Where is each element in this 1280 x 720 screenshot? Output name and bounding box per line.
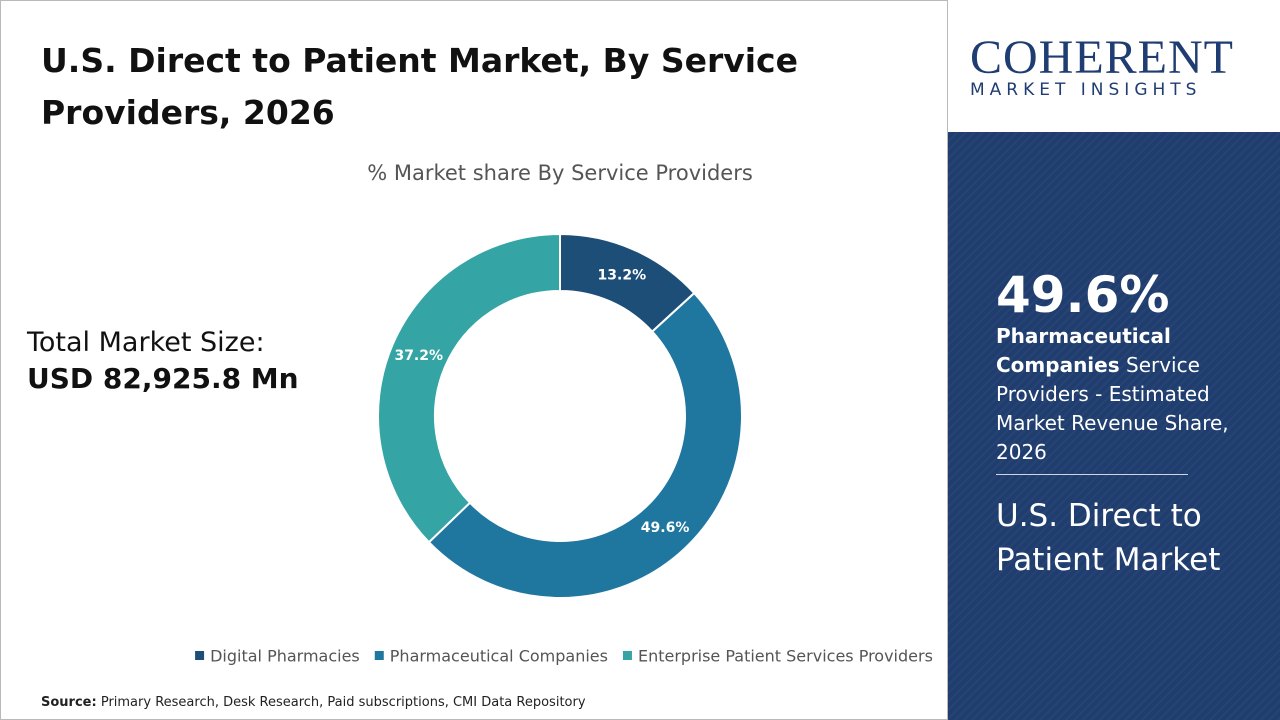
- legend-swatch: [374, 651, 384, 660]
- legend-swatch: [622, 651, 632, 660]
- highlight-bold: Pharmaceutical Companies: [996, 324, 1171, 377]
- legend-label: Enterprise Patient Services Providers: [638, 647, 933, 666]
- market-name: U.S. Direct to Patient Market: [996, 498, 1221, 578]
- highlight-value: 49.6%: [996, 266, 1170, 324]
- sidebar: 49.6% Pharmaceutical Companies Service P…: [948, 132, 1280, 720]
- chart-title: % Market share By Service Providers: [367, 161, 753, 185]
- total-value: USD 82,925.8 Mn: [27, 362, 299, 395]
- source-label: Source:: [41, 695, 97, 710]
- highlight-desc: Service Providers - Estimated Market Rev…: [996, 353, 1229, 464]
- donut-slice: [427, 291, 743, 599]
- page-title: U.S. Direct to Patient Market, By Servic…: [41, 41, 799, 132]
- total-label: Total Market Size:: [27, 327, 265, 358]
- source: Source: Primary Research, Desk Research,…: [41, 695, 586, 710]
- data-label: 37.2%: [394, 348, 443, 364]
- logo-name: COHERENT: [970, 31, 1234, 84]
- donut-slice: [377, 232, 561, 544]
- data-label: 13.2%: [598, 268, 647, 284]
- source-text: Primary Research, Desk Research, Paid su…: [100, 695, 586, 710]
- legend: Digital Pharmacies Pharmaceutical Compani…: [195, 647, 933, 666]
- logo-tagline: MARKET INSIGHTS: [970, 80, 1202, 100]
- legend-label: Digital Pharmacies: [210, 647, 360, 666]
- total-market: Total Market Size: USD 82,925.8 Mn: [27, 325, 299, 397]
- main-panel: U.S. Direct to Patient Market, By Servic…: [0, 0, 948, 720]
- highlight-text: Pharmaceutical Companies Service Provide…: [996, 322, 1246, 467]
- data-label: 49.6%: [641, 520, 690, 536]
- divider: [996, 474, 1188, 475]
- legend-label: Pharmaceutical Companies: [390, 647, 608, 666]
- legend-swatch: [195, 651, 205, 660]
- chart: % Market share By Service Providers 13.2…: [195, 161, 933, 666]
- logo: COHERENT MARKET INSIGHTS: [948, 0, 1280, 132]
